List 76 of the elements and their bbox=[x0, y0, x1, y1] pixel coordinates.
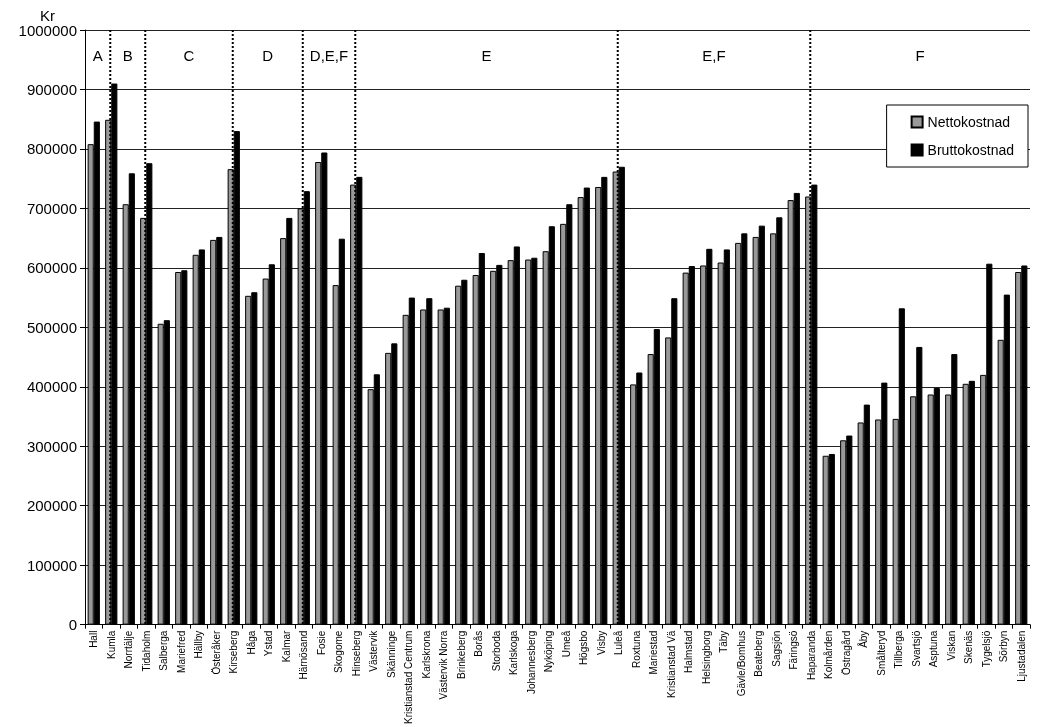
x-tick-label: Norrtälje bbox=[123, 630, 135, 669]
x-tick-label: Nyköping bbox=[543, 630, 555, 673]
x-tick-label: Färingsö bbox=[788, 630, 800, 670]
x-tick-label: Ljustadalen bbox=[1015, 630, 1027, 682]
x-tick-label: Roxtuna bbox=[630, 630, 642, 668]
x-tick-label: Storboda bbox=[490, 630, 502, 672]
annotation: B bbox=[122, 46, 133, 64]
x-tick-label: Smålteryd bbox=[875, 630, 887, 676]
x-tick-label: Sörbyn bbox=[998, 630, 1010, 663]
x-tick-label: Kirseberg bbox=[228, 630, 240, 674]
x-tick-label: Västervik bbox=[368, 629, 380, 672]
x-tick-label: Härnösand bbox=[298, 630, 310, 680]
annotation: E,F bbox=[702, 46, 726, 64]
x-tick-label: Åby bbox=[857, 630, 870, 648]
y-tick-label: 1000000 bbox=[18, 21, 77, 39]
x-tick-label: Helsingborg bbox=[700, 630, 712, 685]
x-tick-label: Haparanda bbox=[805, 630, 817, 681]
x-tick-label: Tidaholm bbox=[140, 630, 152, 672]
x-tick-label: Johannesberg bbox=[525, 630, 537, 695]
y-tick-label: 200000 bbox=[26, 497, 77, 515]
y-tick-label: 900000 bbox=[26, 80, 77, 98]
x-tick-label: Skogome bbox=[333, 630, 345, 673]
x-tick-label: Mariestad bbox=[648, 630, 660, 675]
x-tick-label: Fosie bbox=[315, 630, 327, 656]
annotation: E bbox=[481, 46, 492, 64]
x-tick-label: Västervik Norra bbox=[438, 630, 450, 700]
x-tick-label: Ystad bbox=[263, 630, 275, 657]
annotation: D bbox=[262, 46, 274, 64]
x-tick-label: Borås bbox=[473, 630, 485, 657]
x-tick-label: Skenäs bbox=[963, 630, 975, 664]
x-tick-label: Brinkeberg bbox=[455, 630, 467, 679]
y-axis-title: Kr bbox=[40, 6, 55, 24]
x-tick-label: Hällby bbox=[193, 630, 205, 659]
x-tick-label: Hinseberg bbox=[350, 630, 362, 677]
x-tick-label: Kolmården bbox=[823, 630, 835, 679]
x-tick-label: Visby bbox=[595, 630, 607, 655]
x-tick-label: Salberga bbox=[158, 630, 170, 671]
x-tick-label: Kristianstad Vä bbox=[665, 630, 677, 698]
annotation: D,E,F bbox=[309, 46, 349, 64]
x-tick-label: Mariefred bbox=[175, 630, 187, 673]
x-tick-label: Halmstad bbox=[683, 630, 695, 673]
x-tick-label: Karlskoga bbox=[508, 630, 520, 676]
legend-label: Nettokostnad bbox=[927, 114, 1011, 130]
x-tick-label: Asptuna bbox=[928, 630, 940, 668]
x-tick-label: Luleå bbox=[613, 630, 625, 656]
y-tick-label: 600000 bbox=[26, 259, 77, 277]
x-tick-label: Viskan bbox=[945, 630, 957, 661]
y-tick-label: 100000 bbox=[26, 556, 77, 574]
y-tick-label: 0 bbox=[68, 616, 77, 634]
annotation: F bbox=[915, 46, 925, 64]
x-tick-label: Hall bbox=[88, 630, 100, 648]
x-tick-label: Östragård bbox=[840, 630, 852, 676]
x-tick-label: Sagsjön bbox=[770, 630, 782, 667]
x-tick-label: Österåker bbox=[210, 629, 222, 675]
x-tick-label: Svartsjö bbox=[910, 630, 922, 667]
x-tick-label: Kumla bbox=[105, 630, 117, 659]
x-tick-label: Umeå bbox=[560, 630, 572, 658]
y-tick-label: 300000 bbox=[26, 437, 77, 455]
x-tick-label: Kristianstad Centrum bbox=[403, 630, 415, 725]
x-tick-label: Gävle/Bomhus bbox=[735, 630, 747, 697]
y-tick-label: 400000 bbox=[26, 378, 77, 396]
x-tick-label: Täby bbox=[718, 630, 730, 653]
x-tick-label: Tillberga bbox=[893, 630, 905, 669]
annotation: C bbox=[183, 46, 195, 64]
y-tick-label: 700000 bbox=[26, 199, 77, 217]
legend-label: Bruttokostnad bbox=[927, 142, 1014, 158]
x-tick-label: Kalmar bbox=[280, 629, 292, 663]
x-tick-label: Håga bbox=[245, 630, 257, 655]
x-tick-label: Beateberg bbox=[753, 630, 765, 677]
y-tick-label: 500000 bbox=[26, 318, 77, 336]
annotation: A bbox=[92, 46, 103, 64]
x-tick-label: Högsbo bbox=[578, 630, 590, 666]
x-tick-label: Karlskrona bbox=[420, 630, 432, 679]
x-tick-label: Skänninge bbox=[385, 630, 397, 678]
x-tick-label: Tygelsjö bbox=[980, 630, 992, 668]
y-tick-label: 800000 bbox=[26, 140, 77, 158]
